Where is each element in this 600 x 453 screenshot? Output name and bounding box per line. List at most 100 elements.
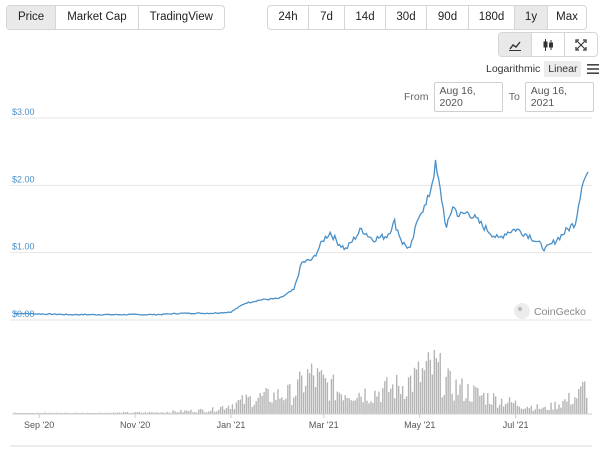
volume-bar [107,412,109,414]
volume-bar [544,406,546,414]
range-90d[interactable]: 90d [427,6,469,29]
range-max[interactable]: Max [556,11,578,23]
volume-bar [87,412,89,414]
volume-bar [364,388,366,414]
volume-bar [299,371,301,414]
volume-bar [267,389,269,414]
logarithmic-button[interactable]: Logarithmic [486,63,541,75]
tab-price[interactable]: Price [7,6,57,29]
volume-bar [413,367,416,414]
volume-bar [403,398,406,414]
volume-bar [200,408,202,414]
volume-bar [415,369,418,414]
volume-bar [192,412,194,414]
volume-bar [471,401,473,414]
volume-bar [384,381,386,414]
volume-bar [522,408,525,414]
tab-tradingview[interactable]: TradingView [149,11,213,23]
volume-bar [494,396,497,414]
price-line[interactable] [13,159,589,316]
volume-bar [382,388,384,414]
volume-bar [397,385,400,414]
volume-bar [207,411,210,414]
volume-bar [310,363,313,414]
volume-bar [481,395,483,414]
linear-button[interactable]: Linear [544,61,582,77]
volume-bar [530,405,532,414]
volume-bar [211,407,214,414]
volume-bars [14,350,588,414]
volume-bar [49,412,52,414]
line-chart-icon [509,41,521,51]
volume-bar [245,394,247,414]
range-14d[interactable]: 14d [345,6,386,29]
from-date-input[interactable]: Aug 16, 2020 [433,82,503,112]
volume-bar [548,410,550,414]
range-1y[interactable]: 1y [515,6,548,29]
x-tick-label: Nov '20 [120,420,150,430]
x-tick-label: May '21 [404,420,435,430]
volume-bar [334,400,337,414]
menu-icon[interactable] [587,64,600,74]
volume-bar [320,370,323,414]
volume-bar [326,382,329,414]
volume-bar [202,409,204,414]
volume-bar [142,412,145,414]
volume-bar [180,410,182,414]
volume-bar [560,407,562,414]
volume-bar [156,412,158,414]
y-tick-label: $0.00 [12,309,35,319]
volume-bar [372,402,374,414]
volume-bar [330,379,333,414]
volume-bar [340,394,342,414]
range-180d[interactable]: 180d [469,6,515,29]
volume-bar [358,392,360,414]
volume-bar [477,388,479,414]
range-30d[interactable]: 30d [386,6,427,29]
volume-bar [150,412,152,414]
volume-bar [506,402,509,414]
volume-bar [332,374,335,414]
volume-bar [188,411,190,414]
range-7d[interactable]: 7d [309,6,345,29]
volume-bar [435,358,437,414]
volume-bar [281,397,283,414]
volume-bar [213,411,216,414]
volume-bar [45,412,48,414]
volume-bar [186,410,188,414]
volume-bar [356,397,358,414]
volume-bar [558,404,560,414]
volume-bar [168,412,170,414]
range-24h[interactable]: 24h [268,6,309,29]
volume-bar [130,412,133,414]
volume-bar [425,361,428,414]
volume-bar [582,382,584,414]
volume-bar [37,412,40,414]
volume-bar [508,397,511,414]
volume-bar [140,412,143,414]
volume-bar [475,387,477,414]
volume-bar [247,397,249,414]
volume-bar [483,392,485,414]
volume-bar [182,412,184,414]
volume-bar [184,410,186,414]
volume-bar [510,402,513,414]
tab-market-cap[interactable]: Market Cap [56,6,139,29]
volume-bar [350,400,352,414]
fullscreen-button[interactable] [565,33,597,56]
line-chart-button[interactable] [499,33,532,56]
volume-bar [348,398,350,414]
volume-bar [217,409,220,414]
volume-bar [154,412,156,414]
volume-bar [59,412,61,414]
volume-bar [564,399,566,414]
candlestick-button[interactable] [532,33,565,56]
volume-bar [116,412,119,414]
volume-bar [552,409,554,414]
volume-bar [223,409,226,414]
to-date-input[interactable]: Aug 16, 2021 [524,82,594,112]
volume-bar [215,411,218,414]
volume-bar [221,406,224,414]
volume-bar [251,407,253,414]
volume-bar [271,402,273,414]
